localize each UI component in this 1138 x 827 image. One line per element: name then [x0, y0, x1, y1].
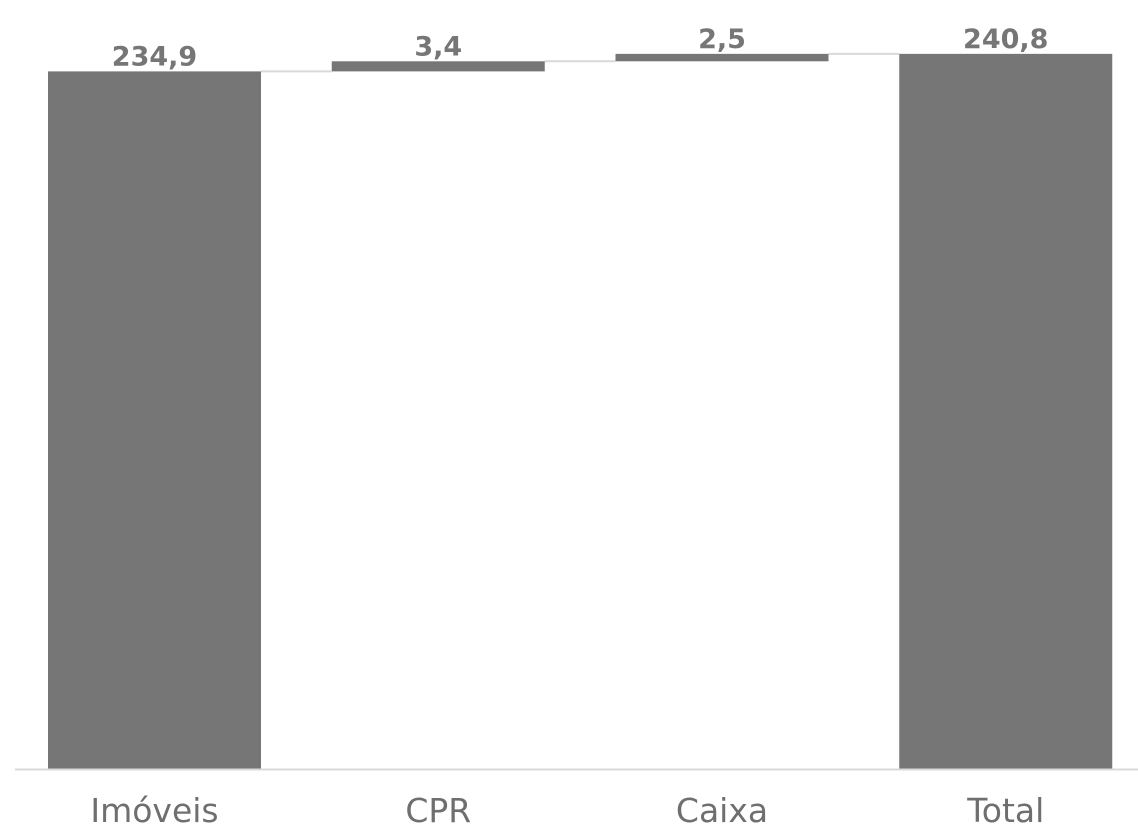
value-label: 240,8	[963, 24, 1048, 55]
category-label: Total	[966, 791, 1044, 827]
bars	[48, 53, 1113, 770]
bar-cpr	[331, 61, 545, 72]
bar-caixa	[615, 53, 829, 62]
bar-im-veis	[48, 71, 261, 770]
value-label: 3,4	[414, 31, 462, 62]
value-labels: 234,9 3,4 2,5 240,8	[112, 24, 1049, 73]
value-label: 2,5	[698, 24, 746, 55]
category-label: CPR	[405, 791, 471, 827]
connector-lines	[261, 52, 900, 73]
category-label: Imóveis	[90, 791, 218, 827]
bar-total	[899, 53, 1113, 769]
value-label: 234,9	[112, 41, 197, 72]
category-label: Caixa	[676, 791, 768, 827]
category-labels: Imóveis CPR Caixa Total	[90, 791, 1044, 827]
